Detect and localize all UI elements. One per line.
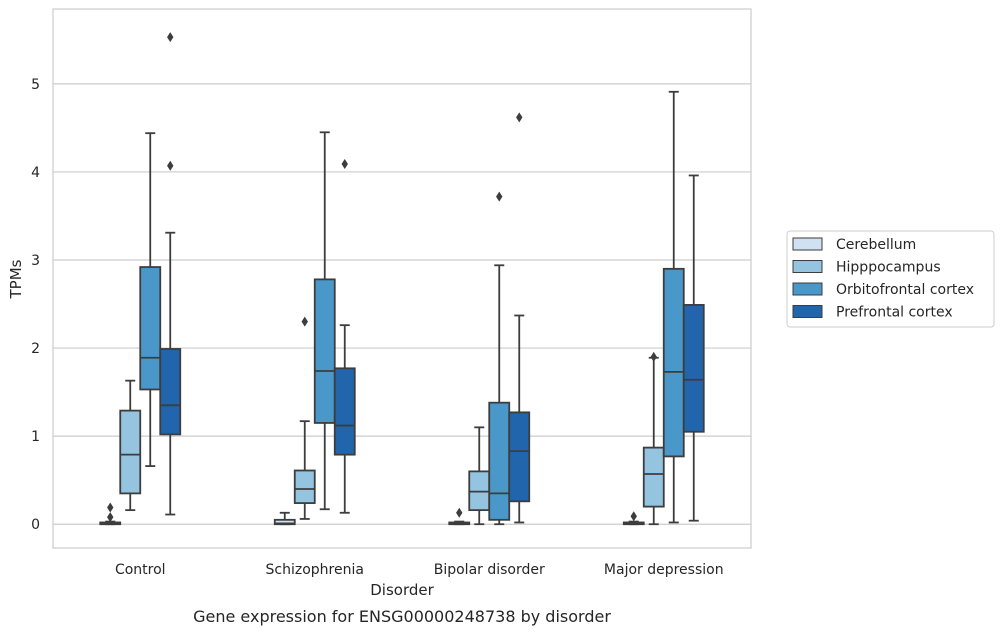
legend-label: Orbitofrontal cortex bbox=[836, 282, 974, 298]
y-tick-labels: 0 1 2 3 4 5 bbox=[31, 77, 40, 533]
box bbox=[642, 446, 665, 508]
y-tick-label: 0 bbox=[31, 517, 40, 533]
box bbox=[662, 267, 685, 458]
plot-background bbox=[53, 9, 751, 548]
box bbox=[488, 401, 511, 521]
box bbox=[682, 304, 705, 433]
x-axis-label: Disorder bbox=[370, 581, 434, 599]
box-group bbox=[508, 112, 531, 524]
box-group bbox=[273, 511, 296, 526]
outlier-point bbox=[630, 511, 637, 522]
legend-label: Hipppocampus bbox=[836, 260, 941, 276]
legend: Cerebellum Hipppocampus Orbitofrontal cort… bbox=[786, 230, 995, 328]
box-group bbox=[642, 351, 665, 526]
box bbox=[119, 409, 142, 495]
outlier-point bbox=[341, 159, 348, 170]
x-tick-label: Major depression bbox=[604, 562, 724, 578]
legend-swatch bbox=[792, 260, 823, 273]
box-group bbox=[159, 32, 182, 516]
box bbox=[333, 367, 356, 456]
y-axis-label: TPMs bbox=[7, 259, 25, 299]
box bbox=[293, 469, 316, 504]
outlier-point bbox=[516, 112, 523, 123]
y-tick-label: 5 bbox=[31, 77, 40, 93]
y-tick-label: 3 bbox=[31, 253, 40, 269]
box-layer bbox=[99, 32, 705, 526]
box bbox=[313, 278, 336, 424]
y-tick-label: 4 bbox=[31, 165, 40, 181]
box-group bbox=[488, 191, 511, 526]
outlier-point bbox=[107, 502, 114, 513]
outlier-point bbox=[456, 507, 463, 518]
y-tick-label: 2 bbox=[31, 341, 40, 357]
box-group bbox=[99, 502, 122, 526]
box bbox=[159, 348, 182, 436]
box-group bbox=[662, 90, 685, 524]
x-tick-label: Schizophrenia bbox=[266, 562, 364, 578]
x-tick-label: Control bbox=[115, 562, 166, 578]
box-group bbox=[119, 379, 142, 512]
box-group bbox=[313, 131, 336, 511]
plot-frame bbox=[52, 8, 752, 549]
legend-frame bbox=[786, 230, 995, 328]
legend-label: Cerebellum bbox=[836, 237, 916, 253]
box-group bbox=[682, 174, 705, 522]
box bbox=[508, 411, 531, 503]
outlier-point bbox=[496, 191, 503, 202]
legend-swatch bbox=[792, 305, 823, 318]
outlier-point bbox=[650, 351, 657, 362]
outlier-point bbox=[301, 316, 308, 327]
outlier-point bbox=[167, 32, 174, 43]
box-group bbox=[622, 511, 645, 526]
box-group bbox=[448, 507, 471, 526]
y-tick-label: 1 bbox=[31, 429, 40, 445]
legend-label: Prefrontal cortex bbox=[836, 305, 953, 321]
x-tick-labels: Control Schizophrenia Bipolar disorder Majo… bbox=[115, 562, 724, 578]
chart-caption: Gene expression for ENSG00000248738 by d… bbox=[193, 607, 611, 626]
x-tick-label: Bipolar disorder bbox=[434, 562, 545, 578]
outlier-point bbox=[167, 160, 174, 171]
box bbox=[139, 266, 162, 391]
box-group bbox=[139, 132, 162, 467]
legend-swatch bbox=[792, 282, 823, 296]
box-group bbox=[293, 316, 316, 520]
outlier-point bbox=[107, 512, 114, 523]
box-group bbox=[468, 426, 491, 526]
legend-swatch bbox=[792, 237, 823, 251]
box-group bbox=[333, 159, 356, 514]
